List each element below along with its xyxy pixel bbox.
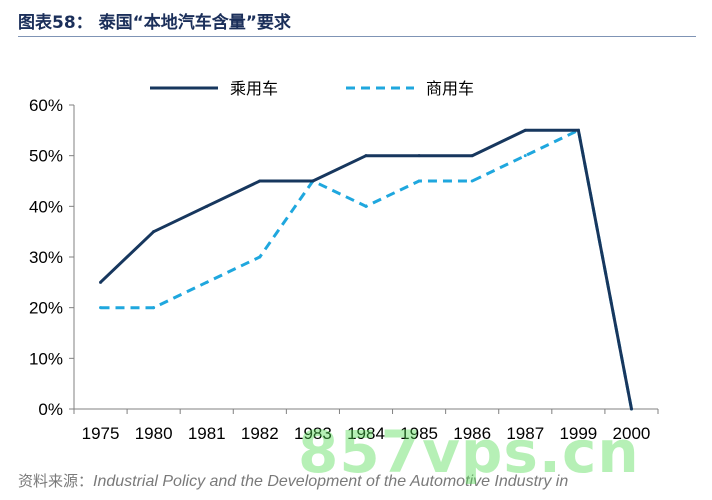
y-tick-label: 50% <box>29 147 63 166</box>
x-tick-label: 1987 <box>506 424 544 443</box>
data-point <box>523 154 527 158</box>
series-line-passenger <box>99 128 633 410</box>
y-tick-label: 40% <box>29 197 63 216</box>
data-point <box>258 179 262 183</box>
x-tick-label: 1984 <box>347 424 385 443</box>
y-axis-ticks: 0% 10% 20% 30% 40% 50% 60% <box>29 96 74 419</box>
legend-label: 商用车 <box>426 79 474 98</box>
y-tick-label: 0% <box>38 400 63 419</box>
x-tick-label: 1982 <box>241 424 279 443</box>
data-point <box>99 280 103 284</box>
x-tick-label: 1980 <box>135 424 173 443</box>
x-tick-label: 1986 <box>453 424 491 443</box>
y-tick-label: 20% <box>29 299 63 318</box>
data-point <box>576 128 580 132</box>
title-divider <box>18 36 696 37</box>
data-point <box>152 306 156 310</box>
source-note: 资料来源：Industrial Policy and the Developme… <box>18 470 568 491</box>
y-tick-label: 30% <box>29 248 63 267</box>
x-tick-label: 1983 <box>294 424 332 443</box>
chart-legend: 乘用车 商用车 <box>150 79 474 98</box>
series-line-commercial <box>100 128 633 410</box>
chart-series <box>99 128 633 411</box>
x-tick-label: 1981 <box>188 424 226 443</box>
data-point <box>311 179 315 183</box>
y-tick-label: 60% <box>29 96 63 115</box>
data-point <box>205 280 209 284</box>
source-text: Industrial Policy and the Development of… <box>93 473 569 490</box>
source-label: 资料来源： <box>18 472 94 490</box>
data-point <box>364 204 368 208</box>
data-point <box>523 128 527 132</box>
data-point <box>99 306 103 310</box>
data-point <box>364 154 368 158</box>
x-tick-label: 1985 <box>400 424 438 443</box>
data-point <box>152 230 156 234</box>
data-point <box>629 407 633 411</box>
x-axis-ticks: 1975 1980 1981 1982 1983 1984 1985 1986 1987 1999… <box>73 409 659 443</box>
x-tick-label: 2000 <box>613 424 651 443</box>
data-point <box>417 154 421 158</box>
x-tick-label: 1999 <box>559 424 597 443</box>
chart-title: 图表58： 泰国“本地汽车含量”要求 <box>18 13 291 33</box>
data-point <box>470 179 474 183</box>
data-point <box>258 255 262 259</box>
watermark: 857vps.cn <box>298 418 640 486</box>
data-point <box>470 154 474 158</box>
legend-label: 乘用车 <box>230 79 278 98</box>
data-point <box>205 204 209 208</box>
y-tick-label: 10% <box>29 349 63 368</box>
line-chart: 0% 10% 20% 30% 40% 50% 60% 1975 1980 1981 1982 198… <box>29 79 659 443</box>
x-tick-label: 1975 <box>82 424 120 443</box>
data-point <box>417 179 421 183</box>
chart-axes <box>73 105 658 410</box>
